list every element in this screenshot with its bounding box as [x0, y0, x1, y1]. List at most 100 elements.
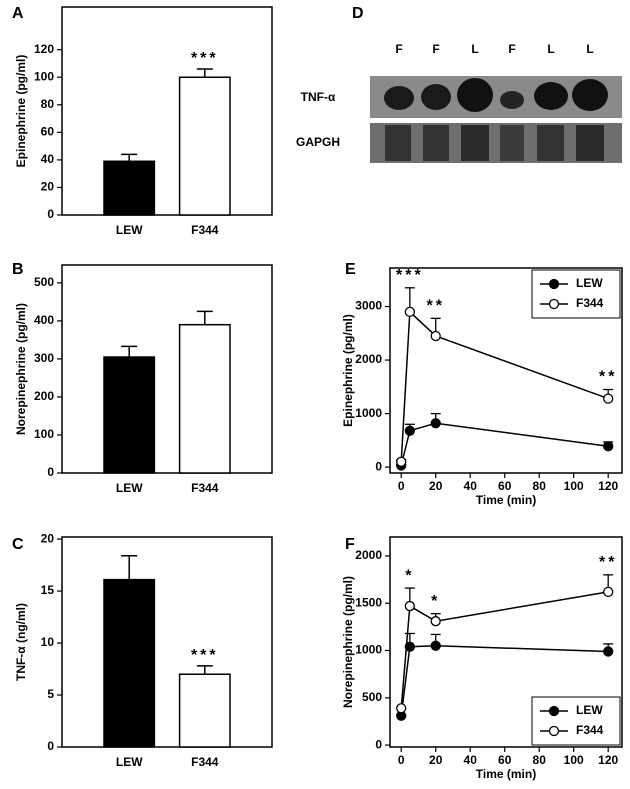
x-tick-label: F344: [191, 481, 219, 495]
y-tick-label: 100: [34, 69, 54, 83]
y-tick-label: 0: [375, 459, 382, 473]
blot-lane-label: L: [471, 42, 478, 56]
plot-frame: [389, 536, 623, 748]
blot-lane-label: F: [395, 42, 402, 56]
point: [396, 456, 407, 467]
blot-image: [370, 76, 622, 163]
significance-label: *: [431, 593, 440, 610]
point: [603, 393, 614, 404]
line: [400, 422, 609, 466]
bar: [178, 323, 231, 474]
x-tick-label: 40: [464, 479, 478, 493]
x-axis-label: Time (min): [476, 767, 536, 781]
y-tick-label: 2000: [355, 548, 382, 562]
legend-box: [531, 696, 621, 746]
y-tick-label: 40: [41, 152, 55, 166]
significance-label: ***: [191, 647, 219, 664]
x-axis-label: Time (min): [476, 493, 536, 507]
y-axis-label: Epinephrine (pg/ml): [14, 55, 28, 168]
x-tick-label: 120: [598, 753, 618, 767]
y-tick-label: 500: [34, 275, 54, 289]
significance-label: **: [599, 369, 617, 386]
legend-marker: [548, 278, 560, 290]
y-tick-label: 10: [41, 635, 55, 649]
point: [404, 306, 415, 318]
panel-label: A: [12, 5, 24, 22]
y-tick-label: 0: [375, 737, 382, 751]
legend-label: LEW: [576, 703, 603, 717]
y-tick-label: 1000: [355, 643, 382, 657]
point: [603, 586, 614, 598]
y-tick-label: 200: [34, 389, 54, 403]
x-tick-label: 100: [564, 753, 584, 767]
blot-lane-label: L: [547, 42, 554, 56]
significance-label: **: [426, 298, 444, 315]
y-tick-label: 80: [41, 97, 55, 111]
legend-box: [531, 269, 621, 319]
y-tick-label: 500: [362, 690, 382, 704]
panel-label: E: [345, 261, 356, 278]
y-axis-label: TNF-α (ng/ml): [14, 603, 28, 681]
y-tick-label: 1000: [355, 406, 382, 420]
y-tick-label: 20: [41, 531, 55, 545]
legend-marker: [548, 725, 560, 737]
blot-row-label: TNF-α: [301, 90, 336, 104]
blot-lane-label: F: [432, 42, 439, 56]
x-tick-label: 120: [598, 479, 618, 493]
point: [430, 418, 441, 429]
panel-label: B: [12, 261, 24, 278]
x-tick-label: 0: [398, 479, 405, 493]
bar: [103, 356, 156, 474]
plot-frame: [61, 536, 273, 748]
x-tick-label: LEW: [116, 223, 143, 237]
x-tick-label: 0: [398, 753, 405, 767]
x-tick-label: 40: [464, 753, 478, 767]
y-tick-label: 3000: [355, 299, 382, 313]
plot-frame: [389, 267, 623, 474]
x-tick-label: 80: [533, 753, 547, 767]
x-tick-label: 60: [498, 479, 512, 493]
y-tick-label: 15: [41, 583, 55, 597]
x-tick-label: 20: [429, 479, 443, 493]
significance-label: *: [405, 567, 414, 584]
x-tick-label: 20: [429, 753, 443, 767]
y-axis-label: Norepinephrine (pg/ml): [341, 576, 355, 708]
legend-marker: [548, 705, 560, 717]
line: [400, 310, 609, 462]
y-tick-label: 0: [47, 207, 54, 221]
y-axis-label: Epinephrine (pg/ml): [341, 314, 355, 427]
plot-frame: [61, 264, 273, 474]
legend-label: F344: [576, 723, 604, 737]
line: [400, 591, 609, 709]
point: [430, 616, 441, 627]
y-tick-label: 300: [34, 351, 54, 365]
blot-lane-label: F: [508, 42, 515, 56]
x-tick-label: 80: [533, 479, 547, 493]
y-tick-label: 0: [47, 465, 54, 479]
y-axis-label: Norepinephrine (pg/ml): [14, 303, 28, 435]
x-tick-label: 100: [564, 479, 584, 493]
point: [430, 330, 441, 342]
y-tick-label: 100: [34, 427, 54, 441]
x-tick-label: F344: [191, 755, 219, 769]
legend-label: F344: [576, 296, 604, 310]
panel-label: F: [345, 536, 355, 553]
y-tick-label: 120: [34, 42, 54, 56]
point: [430, 640, 441, 651]
point: [404, 641, 415, 652]
point: [404, 600, 415, 612]
point: [603, 441, 614, 452]
legend-label: LEW: [576, 276, 603, 290]
y-tick-label: 0: [47, 739, 54, 753]
blot-lane-label: L: [586, 42, 593, 56]
significance-label: ***: [191, 50, 219, 67]
x-tick-label: 60: [498, 753, 512, 767]
x-tick-label: F344: [191, 223, 219, 237]
legend-marker: [548, 298, 560, 310]
significance-label: **: [599, 554, 617, 571]
y-tick-label: 400: [34, 313, 54, 327]
y-tick-label: 2000: [355, 352, 382, 366]
y-tick-label: 20: [41, 180, 55, 194]
panel-label: D: [352, 5, 364, 22]
point: [396, 703, 407, 714]
